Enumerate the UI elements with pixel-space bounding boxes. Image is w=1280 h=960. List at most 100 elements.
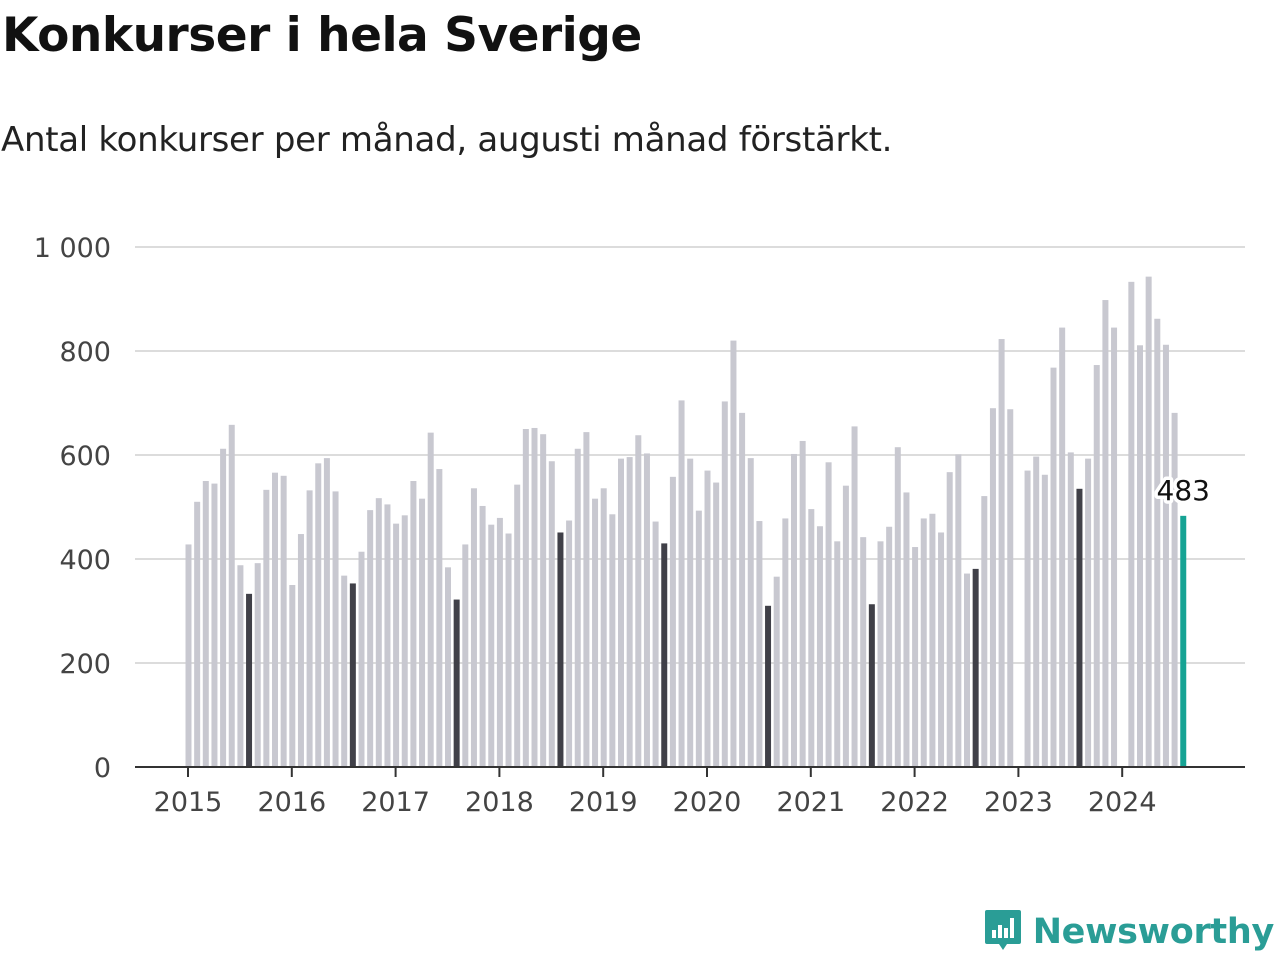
bar-month — [401, 515, 408, 767]
bar-month — [583, 432, 590, 767]
bar-month — [393, 523, 400, 767]
bar-month — [964, 573, 970, 767]
bar-month — [323, 458, 330, 767]
bar-month — [297, 534, 304, 767]
bar-month — [194, 501, 201, 767]
bar-month — [419, 498, 426, 767]
y-tick-label: 400 — [59, 545, 111, 576]
bar-month — [505, 533, 512, 767]
bar-month — [479, 505, 486, 767]
x-tick-label: 2021 — [776, 787, 845, 818]
bar-month — [618, 458, 624, 767]
bar-month — [306, 490, 313, 767]
bar-month — [263, 489, 270, 767]
bar-month — [695, 510, 702, 767]
bar-month — [739, 412, 746, 767]
bar-month — [713, 482, 720, 767]
newsworthy-logo-icon — [983, 908, 1023, 956]
bar-month — [1041, 474, 1048, 767]
bar-month — [721, 401, 728, 767]
bar-month — [202, 481, 209, 767]
bar-august — [453, 599, 460, 767]
bar-month — [678, 400, 685, 767]
bar-month — [635, 435, 642, 767]
bar-month — [626, 457, 633, 767]
x-axis-ticks: 2015 2016 2017 2018 2019 2020 2021 2022 2023 2024 — [154, 767, 1157, 818]
bar-month — [332, 491, 339, 767]
bar-month — [851, 426, 858, 767]
bars — [185, 276, 1187, 767]
bar-month — [566, 520, 573, 767]
bar-month — [384, 504, 391, 767]
x-tick-label: 2024 — [1088, 787, 1157, 818]
bar-month — [782, 518, 789, 767]
brand-name: Newsworthy — [1032, 912, 1275, 952]
bar-month — [1111, 327, 1118, 767]
bar-august — [349, 583, 356, 767]
bar-august — [661, 543, 668, 767]
bar-month — [1059, 327, 1066, 767]
bar-month — [643, 453, 650, 767]
bar-august — [246, 593, 253, 767]
bar-month — [791, 453, 797, 767]
bar-month — [574, 448, 581, 767]
chart-subtitle: Antal konkurser per månad, augusti månad… — [1, 120, 893, 160]
bar-month — [375, 498, 382, 767]
data-labels: 483 — [1153, 470, 1213, 510]
bar-month — [315, 463, 322, 767]
newsworthy-brand[interactable]: Newsworthy — [983, 908, 1274, 956]
x-tick-label: 2018 — [465, 787, 534, 818]
bar-month — [1007, 409, 1014, 767]
bar-month — [808, 509, 815, 767]
bar-month — [280, 475, 287, 767]
bar-month — [540, 434, 547, 767]
bar-month — [228, 424, 235, 767]
bar-month — [592, 498, 599, 767]
bar-latest-month — [1180, 515, 1187, 767]
y-tick-label: 200 — [59, 649, 111, 680]
bar-month — [254, 563, 261, 767]
bar-month — [410, 481, 417, 767]
bar-month — [773, 576, 780, 767]
bar-month — [496, 517, 503, 767]
bar-month — [938, 532, 945, 767]
bar-month — [289, 585, 296, 767]
x-tick-label: 2016 — [257, 787, 326, 818]
bar-month — [1085, 458, 1092, 767]
bar-month — [531, 427, 538, 767]
bar-august — [557, 532, 564, 767]
x-tick-label: 2015 — [154, 787, 223, 818]
bar-month — [998, 339, 1005, 767]
bar-month — [272, 472, 278, 767]
bar-month — [1162, 344, 1169, 767]
bar-month — [1024, 470, 1031, 767]
bar-month — [920, 518, 927, 767]
bar-month — [756, 521, 763, 767]
x-tick-label: 2023 — [984, 787, 1053, 818]
bar-august — [868, 604, 875, 767]
bar-august — [765, 605, 772, 767]
x-tick-label: 2020 — [673, 787, 742, 818]
bar-month — [1137, 345, 1143, 767]
bar-month — [955, 454, 962, 767]
bar-month — [825, 462, 832, 767]
bar-month — [436, 469, 443, 767]
bar-month — [185, 544, 192, 767]
y-tick-label: 1 000 — [34, 233, 111, 264]
bar-august — [972, 568, 979, 767]
y-tick-label: 0 — [94, 753, 111, 784]
bar-month — [211, 483, 218, 767]
bar-month — [1145, 276, 1152, 767]
bar-month — [514, 484, 521, 767]
bar-august — [1076, 488, 1083, 767]
x-tick-label: 2022 — [880, 787, 949, 818]
bar-month — [367, 510, 374, 767]
bar-month — [903, 492, 910, 767]
bar-month — [522, 429, 529, 767]
bar-month — [600, 488, 607, 767]
bar-month — [1128, 281, 1135, 767]
bar-month — [860, 537, 867, 767]
bar-month — [981, 496, 988, 767]
bar-month — [886, 526, 893, 767]
